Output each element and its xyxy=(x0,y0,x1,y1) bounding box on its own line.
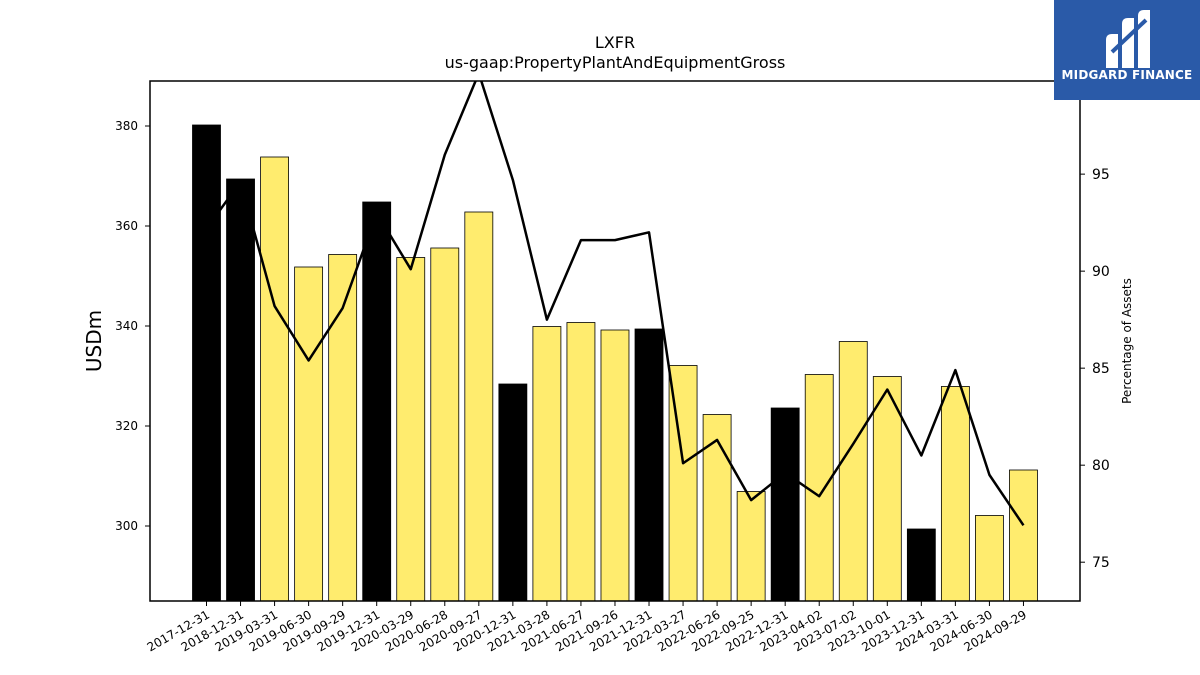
bar-2020-12-31 xyxy=(498,383,528,602)
bar-2021-03-28 xyxy=(532,326,562,602)
bar-2023-10-01 xyxy=(872,376,902,602)
bar-2017-12-31 xyxy=(192,124,221,602)
bar-2022-09-25 xyxy=(736,491,766,602)
bar-2021-12-31 xyxy=(634,328,664,602)
percentage-line xyxy=(205,81,1025,527)
chart-subtitle: us-gaap:PropertyPlantAndEquipmentGross xyxy=(445,53,786,72)
bar-2019-12-31 xyxy=(362,201,392,602)
bar-2024-06-30 xyxy=(975,515,1004,602)
y-tick-label: 320 xyxy=(115,419,138,433)
midgard-m-logo-icon xyxy=(1106,10,1150,68)
bar-2019-09-29 xyxy=(328,254,358,602)
y2-tick-label: 80 xyxy=(1092,458,1110,474)
y2-axis-label: Percentage of Assets xyxy=(1120,278,1134,404)
bar-2020-09-27 xyxy=(464,211,494,602)
y2-tick-label: 95 xyxy=(1092,167,1110,183)
bar-2023-04-02 xyxy=(804,374,834,602)
bar-2020-06-28 xyxy=(430,247,460,602)
bar-2019-06-30 xyxy=(294,266,324,602)
bar-2021-06-27 xyxy=(566,322,596,602)
y-tick-label: 340 xyxy=(115,319,138,333)
bar-2018-12-31 xyxy=(226,178,255,602)
bar-2024-03-31 xyxy=(940,386,970,602)
bar-2019-03-31 xyxy=(260,156,289,602)
midgard-finance-logo: MIDGARD FINANCE xyxy=(1054,0,1200,100)
logo-text: MIDGARD FINANCE xyxy=(1061,68,1193,82)
bar-2022-12-31 xyxy=(770,407,800,602)
y2-tick-label: 75 xyxy=(1092,555,1110,571)
y-axis-label: USDm xyxy=(82,310,106,372)
bar-2021-09-26 xyxy=(600,329,630,602)
chart-title: LXFR xyxy=(595,33,635,52)
bar-2023-12-31 xyxy=(906,528,936,602)
y-tick-label: 360 xyxy=(115,219,138,233)
y-tick-label: 300 xyxy=(115,519,138,533)
y-tick-label: 380 xyxy=(115,119,138,133)
y2-tick-label: 85 xyxy=(1092,361,1110,377)
bar-2024-09-29 xyxy=(1009,469,1038,602)
bar-2020-03-29 xyxy=(396,257,426,602)
y2-tick-label: 90 xyxy=(1092,264,1110,280)
bar-2023-07-02 xyxy=(838,341,868,602)
